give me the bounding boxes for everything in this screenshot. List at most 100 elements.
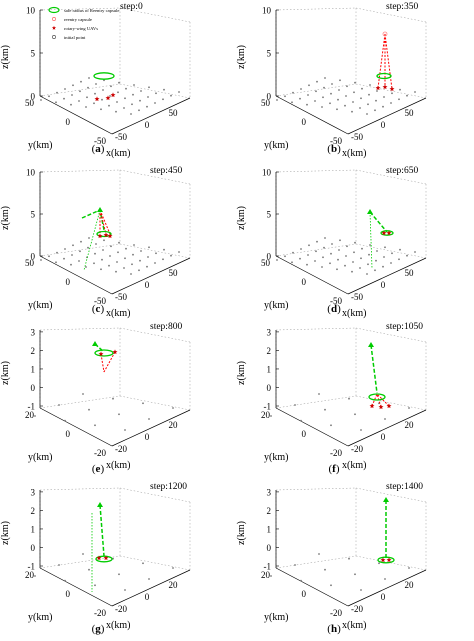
y-tick-label: -50 [330, 136, 342, 146]
uav-marker [382, 84, 388, 90]
x-tick-label: 0 [381, 432, 386, 442]
initial-point [331, 83, 333, 85]
initial-point [142, 562, 144, 565]
z-tick-label: 3 [31, 487, 36, 497]
initial-point [354, 413, 356, 416]
capsule-start-marker [97, 207, 103, 212]
initial-point [80, 240, 82, 243]
caption-letter: b [331, 143, 337, 155]
initial-point [291, 101, 293, 104]
initial-point [172, 567, 174, 569]
box-edge [355, 169, 427, 185]
box-edge [355, 395, 427, 411]
initial-point [100, 108, 102, 111]
y-tick-label: -50 [94, 296, 106, 306]
z-tick-label: 1 [267, 524, 272, 534]
capsule-start-marker [383, 497, 389, 502]
initial-point [101, 98, 103, 101]
initial-point [300, 419, 302, 422]
initial-point [294, 404, 296, 406]
initial-point [117, 91, 119, 94]
panel-caption: (g) [92, 623, 105, 635]
x-tick-label: 50 [405, 108, 415, 118]
uav-marker [51, 25, 57, 30]
uav-trajectory [100, 353, 105, 373]
initial-point [354, 81, 356, 84]
initial-point [70, 103, 72, 106]
panel-b: 0510z(km)500-50y(km)-50050x(km)step:350(… [236, 2, 427, 159]
z-axis-label: z(km) [236, 361, 247, 385]
capsule-start-marker [368, 342, 374, 347]
initial-point [284, 255, 286, 258]
initial-point [132, 253, 134, 256]
initial-point [352, 261, 354, 263]
initial-point [170, 254, 172, 257]
box-edge [275, 243, 357, 257]
initial-point [146, 105, 148, 108]
z-tick-label: 2 [31, 506, 36, 516]
x-axis-label: x(km) [106, 460, 130, 471]
initial-point [348, 557, 350, 560]
initial-point [118, 241, 120, 244]
initial-point [322, 256, 324, 259]
initial-point [348, 397, 350, 400]
box-edge [275, 327, 357, 331]
initial-point [384, 578, 386, 580]
caption-paren: ) [337, 143, 341, 155]
initial-point [300, 88, 302, 90]
uav-marker [96, 555, 102, 561]
initial-point [314, 100, 316, 102]
y-axis [275, 255, 349, 295]
initial-point [291, 261, 293, 264]
box-edge [39, 487, 121, 491]
initial-point [398, 98, 400, 101]
z-tick-label: 0 [31, 92, 36, 102]
initial-point [55, 261, 57, 264]
x-tick-label: 20 [169, 580, 179, 590]
panel-g: -1 0 1 2 3 z(km) 20 0 -20 y(km) -20 0 20 x(km) step:12… [0, 482, 191, 635]
x-tick-label: -20 [351, 444, 363, 454]
initial-point [130, 273, 132, 275]
x-tick-label: 0 [381, 280, 386, 290]
initial-point [383, 256, 385, 258]
safe-radius-ellipse [96, 230, 112, 238]
initial-point [139, 259, 141, 262]
initial-point [116, 101, 118, 103]
y-tick-label: 50 [261, 258, 271, 268]
initial-point [276, 259, 278, 261]
initial-point [307, 94, 309, 96]
y-axis [39, 95, 113, 135]
initial-point [101, 258, 103, 261]
initial-point [109, 255, 111, 257]
x-axis-label: x(km) [342, 620, 366, 631]
x-axis-label: x(km) [342, 308, 366, 319]
initial-point [299, 97, 301, 100]
z-tick-label: -1 [28, 562, 36, 572]
initial-point [178, 251, 180, 253]
initial-point [378, 562, 380, 565]
y-tick-label: -50 [330, 296, 342, 306]
initial-point [308, 244, 310, 247]
initial-point [100, 268, 102, 271]
box-edge [275, 83, 357, 97]
initial-point [116, 261, 118, 263]
x-axis-label: x(km) [106, 148, 130, 159]
initial-point [72, 84, 74, 87]
y-axis-label: y(km) [28, 140, 52, 151]
box-edge [119, 555, 191, 571]
initial-point [56, 251, 58, 254]
x-tick-label: -50 [351, 132, 363, 142]
uav-marker [103, 232, 109, 238]
box-edge [275, 7, 357, 11]
initial-point [94, 92, 96, 95]
initial-point [315, 250, 317, 253]
x-axis-label: x(km) [106, 308, 130, 319]
initial-point [367, 263, 369, 266]
initial-point [140, 250, 142, 252]
initial-point [93, 262, 95, 265]
z-tick-label: -1 [264, 402, 272, 412]
initial-point [384, 418, 386, 420]
initial-point [123, 267, 125, 269]
uav-marker [386, 557, 392, 563]
capsule-drop-line [83, 209, 101, 271]
